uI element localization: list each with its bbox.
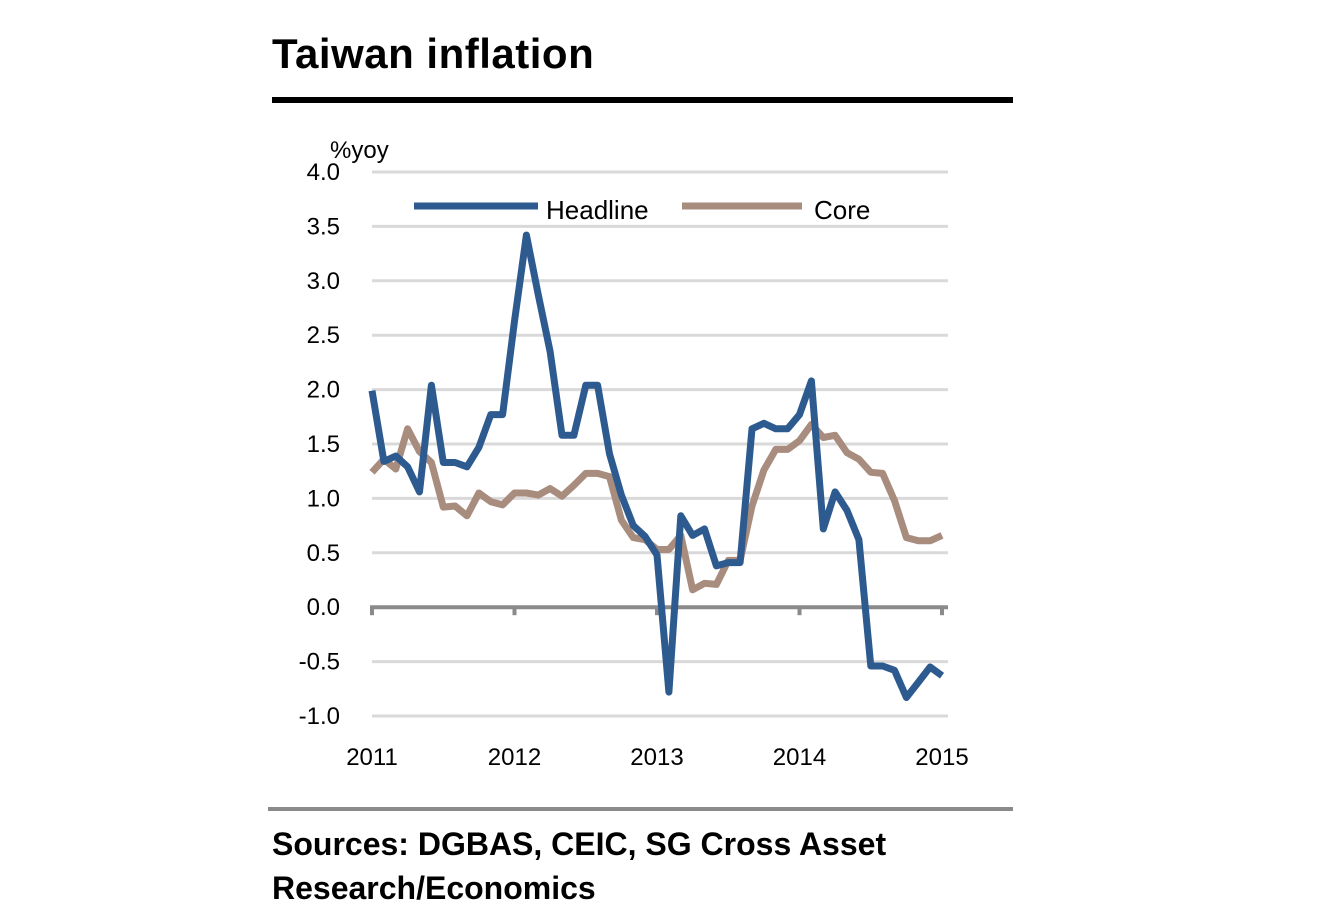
page-title: Taiwan inflation bbox=[272, 30, 595, 77]
legend: Headline Core bbox=[414, 195, 870, 225]
x-tick-label: 2014 bbox=[773, 744, 826, 771]
source-note: Sources: DGBAS, CEIC, SG Cross Asset Res… bbox=[272, 826, 887, 906]
y-tick-label: -0.5 bbox=[299, 649, 340, 676]
series-line-headline bbox=[368, 231, 945, 701]
y-tick-label: 0.0 bbox=[307, 594, 340, 621]
y-axis-label: %yoy bbox=[330, 137, 389, 164]
legend-label-headline: Headline bbox=[546, 195, 649, 225]
x-tick-label: 2011 bbox=[346, 744, 398, 771]
title-rule bbox=[272, 97, 1013, 103]
footer-rule bbox=[268, 807, 1013, 811]
x-tick-label: 2015 bbox=[915, 744, 968, 771]
y-tick-label: 2.0 bbox=[307, 377, 340, 404]
legend-label-core: Core bbox=[814, 195, 870, 225]
gridlines bbox=[372, 170, 948, 718]
y-tick-label: 1.5 bbox=[307, 431, 340, 458]
y-tick-label: 4.0 bbox=[307, 159, 340, 186]
series-lines bbox=[368, 231, 945, 701]
y-tick-label: -1.0 bbox=[299, 703, 340, 730]
y-tick-label: 1.0 bbox=[307, 485, 340, 512]
y-tick-label: 3.5 bbox=[307, 213, 340, 240]
x-tick-label: 2012 bbox=[488, 744, 541, 771]
y-tick-label: 3.0 bbox=[307, 268, 340, 295]
x-tick-label: 2013 bbox=[630, 744, 683, 771]
y-tick-label: 2.5 bbox=[307, 322, 340, 349]
y-tick-label: 0.5 bbox=[307, 540, 340, 567]
